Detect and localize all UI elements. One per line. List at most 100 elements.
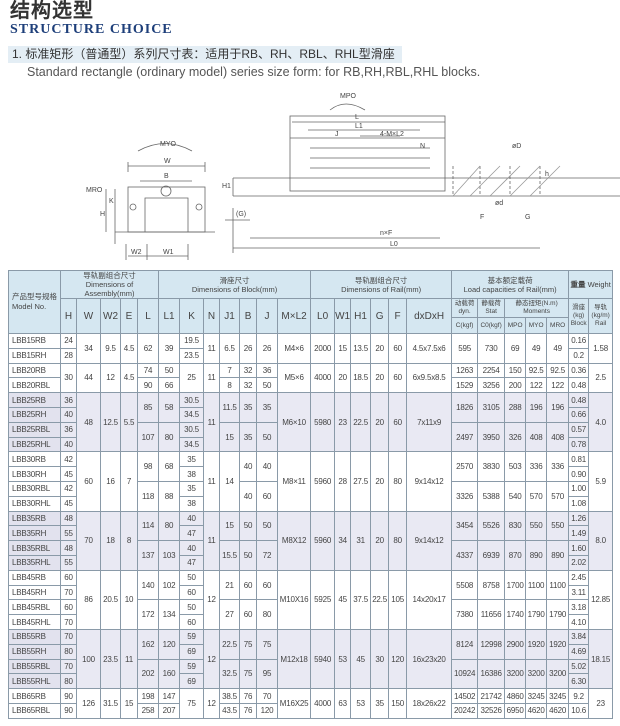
table-cell: 90 [60,688,77,704]
table-cell: 69 [179,643,205,660]
model-cell: LBB35RBL [8,540,61,556]
block-weight-en: Block [570,320,587,327]
table-cell: 95 [256,658,279,690]
table-cell: 50 [239,540,258,571]
column-header-f: F [388,298,408,334]
table-cell: 3200 [525,658,548,690]
model-cell: LBB30RHL [8,495,61,512]
table-cell: 23.5 [179,347,205,364]
w1-label: W1 [163,249,174,256]
table-cell: 11 [203,362,221,394]
table-cell: 40 [60,436,77,453]
h-small-label: h [545,171,549,178]
table-cell: 120 [256,702,279,719]
table-cell: 11 [203,451,221,512]
table-cell: 60 [179,614,205,630]
table-cell: 0.2 [568,347,590,364]
table-cell: 1700 [504,569,527,601]
table-cell: 74 [136,362,160,379]
table-cell: 1740 [504,599,527,630]
table-cell: 32.5 [219,658,241,690]
table-cell: 198 [136,688,160,704]
table-cell: 69 [179,673,205,690]
table-cell: 60 [76,451,101,512]
model-cell: LBB15RH [8,347,61,364]
table-row: LBB55RH 80 69 4.69 [8,643,613,660]
table-cell: 126 [76,688,101,719]
table-cell: 30.5 [179,421,205,438]
table-cell: 9x14x12 [406,451,453,512]
model-cell: LBB45RBL [8,599,61,616]
table-cell: 58 [158,392,181,423]
model-cell: LBB35RHL [8,554,61,571]
weight-header: 重量 Weight [568,270,614,299]
table-cell: 40 [60,406,77,423]
table-cell: M16X25 [277,688,312,719]
table-cell: 4.10 [568,614,590,630]
table-cell: 2497 [451,421,479,453]
table-cell: 31.5 [100,688,121,719]
table-cell: 1920 [546,628,570,660]
table-cell: 72 [256,540,279,571]
table-cell: 59 [179,658,205,675]
table-cell: 3200 [504,658,527,690]
table-cell: 39 [158,333,181,364]
table-cell: 23.5 [100,628,121,690]
table-cell: 120 [158,628,181,660]
table-cell: M12x18 [277,628,312,690]
table-cell: 48 [60,540,77,556]
table-cell: 60 [60,599,77,616]
front-view-drawing: MYO W B H K MRO W2 W1 [86,141,215,260]
table-row: LBB30RBL 42 118 88 35 40 60 3326 5388 540 570 570 1.… [8,480,613,512]
table-cell: 3245 [546,688,570,704]
table-cell: M5×6 [277,362,312,394]
table-cell: 76 [239,702,258,719]
column-header-h: H [60,298,77,334]
table-row: LBB30RB 42 60 16 7 98 68 35 11 14 40 40 M8×11 5960 28 2… [8,451,614,512]
table-cell: 1.00 [568,480,590,497]
table-cell: 9.2 [568,688,590,704]
table-cell: 8124 [451,628,479,660]
table-cell: 14x20x17 [406,569,453,630]
table-cell: 90 [136,377,160,394]
model-cell: LBB15RB [8,333,61,349]
table-cell: 1.26 [568,510,590,527]
table-cell: 35 [179,480,205,497]
rail-weight-en: Rail [595,320,607,327]
table-cell: 40 [179,510,205,527]
table-cell: 4.5 [120,362,138,394]
table-cell: 28 [334,451,352,512]
model-cell: LBB65RB [8,688,61,704]
table-row: LBB15RH 28 23.5 0.2 [8,347,613,364]
model-header-en: Model No. [12,302,47,311]
table-cell: 4337 [451,540,479,571]
table-cell: 18.5 [350,362,372,394]
table-cell: 50 [158,362,181,379]
g-label: (G) [236,211,246,218]
table-cell: 100 [76,628,101,690]
table-cell: 16x23x20 [406,628,453,690]
table-cell: 60 [388,362,408,394]
table-cell: 150 [504,362,527,379]
table-cell: 16386 [477,658,506,690]
column-header-e: E [120,298,138,334]
load-column-header-myo: MYO [525,317,548,334]
table-cell: 32 [239,377,258,394]
table-cell: 34 [76,333,101,364]
column-header-w1: W1 [334,298,352,334]
table-cell: 4860 [504,688,527,704]
table-cell: 20 [370,510,390,571]
table-cell: 147 [158,688,181,704]
mro-label: MRO [86,187,103,194]
model-cell: LBB55RB [8,628,61,645]
model-cell: LBB30RH [8,466,61,482]
table-cell: 28 [60,347,77,364]
table-cell: 32 [239,362,258,379]
table-cell: 26 [239,333,258,364]
column-header-n: N [203,298,221,334]
table-cell: 11.5 [219,392,241,423]
mpo-label: MPO [340,93,357,100]
g2-label: G [525,214,530,221]
table-cell: 6x9.5x8.5 [406,362,453,394]
table-cell: 162 [136,628,160,660]
